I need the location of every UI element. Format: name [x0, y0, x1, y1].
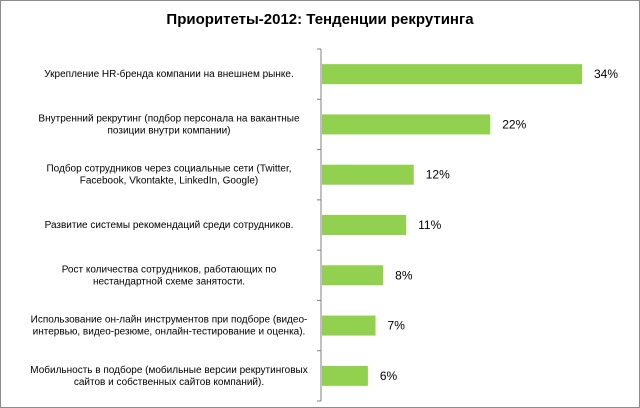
data-label: 11% — [418, 218, 441, 232]
bar — [322, 365, 368, 386]
data-label: 6% — [380, 369, 398, 383]
bar — [322, 315, 376, 336]
bar — [322, 215, 407, 235]
category-label: Мобильность в подборе (мобильные версии … — [30, 364, 307, 388]
category-label: Укрепление HR-бренда компании на внешнем… — [44, 68, 293, 80]
data-label: 12% — [426, 168, 450, 182]
category-label: Рост количества сотрудников, работающих … — [62, 263, 277, 287]
data-label: 22% — [502, 117, 526, 131]
category-label: Использование он-лайн инструментов при п… — [31, 314, 308, 338]
category-label: Подбор сотрудников через социальные сети… — [46, 163, 291, 187]
category-label: Внутренний рекрутинг (подбор персонала н… — [38, 112, 300, 136]
data-label: 7% — [388, 319, 406, 333]
chart-title: Приоритеты-2012: Тенденции рекрутинга — [166, 11, 474, 28]
bar — [322, 265, 384, 286]
category-label: Развитие системы рекомендаций среди сотр… — [45, 220, 294, 231]
data-label: 34% — [594, 67, 618, 81]
data-label: 8% — [395, 268, 413, 282]
bar — [322, 64, 582, 85]
bar — [322, 114, 491, 135]
bar — [322, 164, 414, 185]
